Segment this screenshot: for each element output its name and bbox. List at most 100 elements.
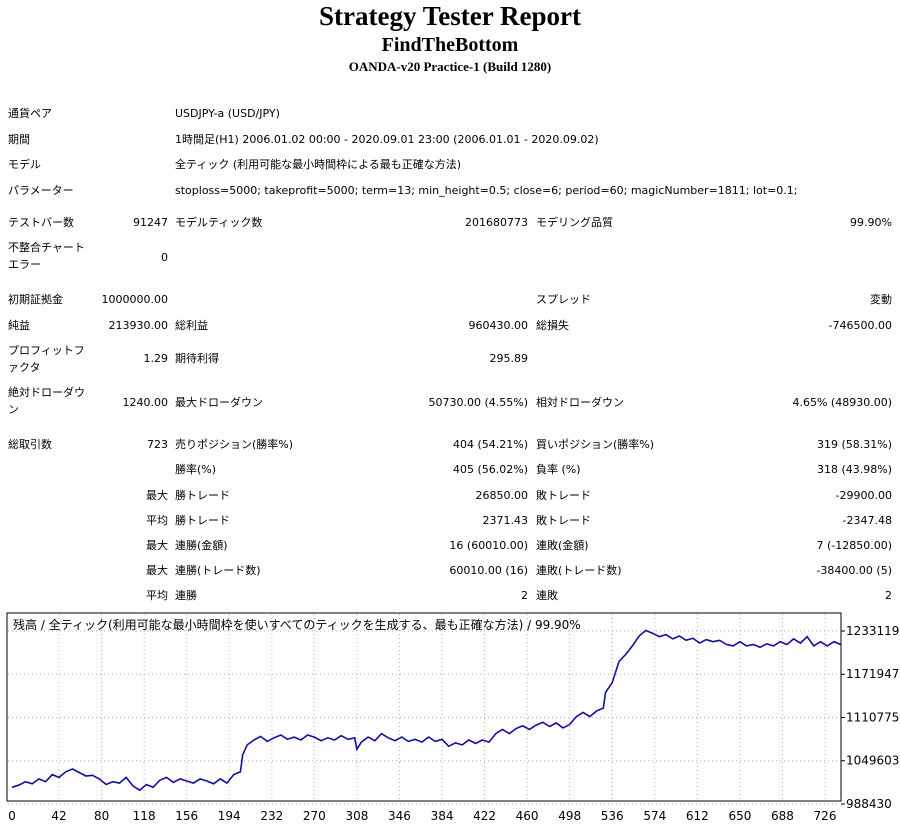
long-label: 買いポジション(勝率%): [536, 438, 655, 451]
x-tick-label: 536: [601, 809, 624, 823]
avg-loss-value: -2347.48: [842, 514, 892, 527]
x-tick-label: 574: [643, 809, 666, 823]
largest-prefix: 最大: [146, 489, 168, 502]
x-tick-label: 308: [345, 809, 368, 823]
largest-loss-label: 敗トレード: [536, 489, 591, 502]
x-tick-label: 422: [473, 809, 496, 823]
model-value: 全ティック (利用可能な最小時間枠による最も正確な方法): [175, 158, 462, 171]
gross-loss-value: -746500.00: [828, 319, 892, 332]
avg-loss-label: 敗トレード: [536, 514, 591, 527]
cons-losses-money-label: 連敗(金額): [536, 539, 589, 552]
spread-value: 変動: [870, 293, 892, 306]
x-tick-label: 80: [94, 809, 109, 823]
params-label: パラメーター: [8, 184, 74, 197]
cons-wins-count-value: 60010.00 (16): [449, 564, 528, 577]
gross-profit-label: 総利益: [175, 319, 208, 332]
loss-value: 318 (43.98%): [816, 463, 892, 476]
max-dd-value: 50730.00 (4.55%): [428, 396, 528, 409]
trades-label: 総取引数: [8, 438, 52, 451]
period-label: 期間: [8, 133, 30, 146]
cons-wins-count-label: 連勝(トレード数): [175, 564, 261, 577]
max-cons-money-prefix: 最大: [146, 539, 168, 552]
average-prefix: 平均: [146, 514, 168, 527]
avg-cons-losses-label: 連敗: [536, 589, 558, 602]
quality-value: 99.90%: [850, 216, 892, 229]
symbol-value: USDJPY-a (USD/JPY): [175, 107, 280, 120]
short-value: 404 (54.21%): [452, 438, 528, 451]
max-dd-label: 最大ドローダウン: [175, 396, 263, 409]
ticks-label: モデルティック数: [175, 216, 263, 229]
x-tick-label: 460: [516, 809, 539, 823]
ticks-value: 201680773: [465, 216, 528, 229]
avg-cons-wins-value: 2: [521, 589, 528, 602]
loss-label: 負率 (%): [536, 463, 581, 476]
period-value: 1時間足(H1) 2006.01.02 00:00 - 2020.09.01 2…: [175, 133, 599, 146]
chart-title: 残高 / 全ティック(利用可能な最小時間枠を使いすべてのティックを生成する、最も…: [13, 617, 581, 632]
win-label: 勝率(%): [175, 463, 217, 476]
max-cons-count-prefix: 最大: [146, 564, 168, 577]
bars-value: 91247: [133, 216, 168, 229]
avg-cons-prefix: 平均: [146, 589, 168, 602]
quality-label: モデリング品質: [536, 216, 613, 229]
deposit-label: 初期証拠金: [8, 293, 63, 306]
pf-value: 1.29: [143, 352, 169, 365]
abs-dd-label: 絶対ドローダウン: [8, 386, 85, 416]
x-tick-label: 232: [260, 809, 283, 823]
win-value: 405 (56.02%): [452, 463, 528, 476]
avg-win-label: 勝トレード: [175, 514, 230, 527]
chart-frame: [6, 612, 842, 802]
model-label: モデル: [8, 158, 41, 171]
x-tick-label: 346: [388, 809, 411, 823]
largest-win-label: 勝トレード: [175, 489, 230, 502]
rel-dd-value: 4.65% (48930.00): [792, 396, 892, 409]
x-tick-label: 384: [431, 809, 454, 823]
avg-cons-wins-label: 連勝: [175, 589, 197, 602]
gross-profit-value: 960430.00: [468, 319, 529, 332]
largest-loss-value: -29900.00: [835, 489, 892, 502]
bars-label: テストバー数: [8, 216, 74, 229]
rel-dd-label: 相対ドローダウン: [536, 396, 624, 409]
x-tick-label: 118: [133, 809, 156, 823]
report-title: Strategy Tester Report: [319, 1, 581, 31]
params-value: stoploss=5000; takeprofit=5000; term=13;…: [175, 184, 798, 197]
deposit-value: 1000000.00: [101, 293, 168, 306]
expert-name: FindTheBottom: [381, 34, 519, 56]
y-tick-label: 1049603: [846, 754, 899, 768]
balance-line: [11, 629, 842, 792]
y-tick-label: 988430: [846, 797, 892, 811]
avg-win-value: 2371.43: [482, 514, 529, 527]
mismatch-value: 0: [161, 251, 168, 264]
spread-label: スプレッド: [536, 293, 591, 306]
trades-value: 723: [147, 438, 168, 451]
largest-win-value: 26850.00: [475, 489, 529, 502]
cons-losses-count-value: -38400.00 (5): [816, 564, 892, 577]
y-axis-ticks: 1233119 1171947 1110775 1049603 988430: [841, 624, 899, 811]
y-tick-label: 1110775: [846, 710, 899, 724]
expected-value: 295.89: [489, 352, 529, 365]
expected-label: 期待利得: [175, 352, 219, 365]
x-tick-label: 270: [303, 809, 326, 823]
gross-loss-label: 総損失: [536, 319, 569, 332]
server-name: OANDA-v20 Practice-1 (Build 1280): [348, 59, 552, 74]
mismatch-label: 不整合チャートエラー: [8, 241, 85, 271]
short-label: 売りポジション(勝率%): [175, 438, 294, 451]
net-label: 純益: [8, 319, 30, 332]
x-tick-label: 688: [771, 809, 794, 823]
y-tick-label: 1233119: [846, 624, 899, 638]
cons-losses-money-value: 7 (-12850.00): [816, 539, 892, 552]
symbol-label: 通貨ペア: [8, 107, 52, 120]
pf-label: プロフィットファクタ: [8, 344, 85, 374]
cons-losses-count-label: 連敗(トレード数): [536, 564, 622, 577]
long-value: 319 (58.31%): [816, 438, 892, 451]
abs-dd-value: 1240.00: [122, 396, 169, 409]
avg-cons-losses-value: 2: [885, 589, 892, 602]
x-tick-label: 650: [728, 809, 751, 823]
x-tick-label: 156: [175, 809, 198, 823]
x-tick-label: 498: [558, 809, 581, 823]
x-tick-label: 726: [814, 809, 837, 823]
y-tick-label: 1171947: [846, 667, 899, 681]
x-tick-label: 0: [8, 809, 16, 823]
x-tick-label: 42: [51, 809, 66, 823]
net-value: 213930.00: [108, 319, 169, 332]
